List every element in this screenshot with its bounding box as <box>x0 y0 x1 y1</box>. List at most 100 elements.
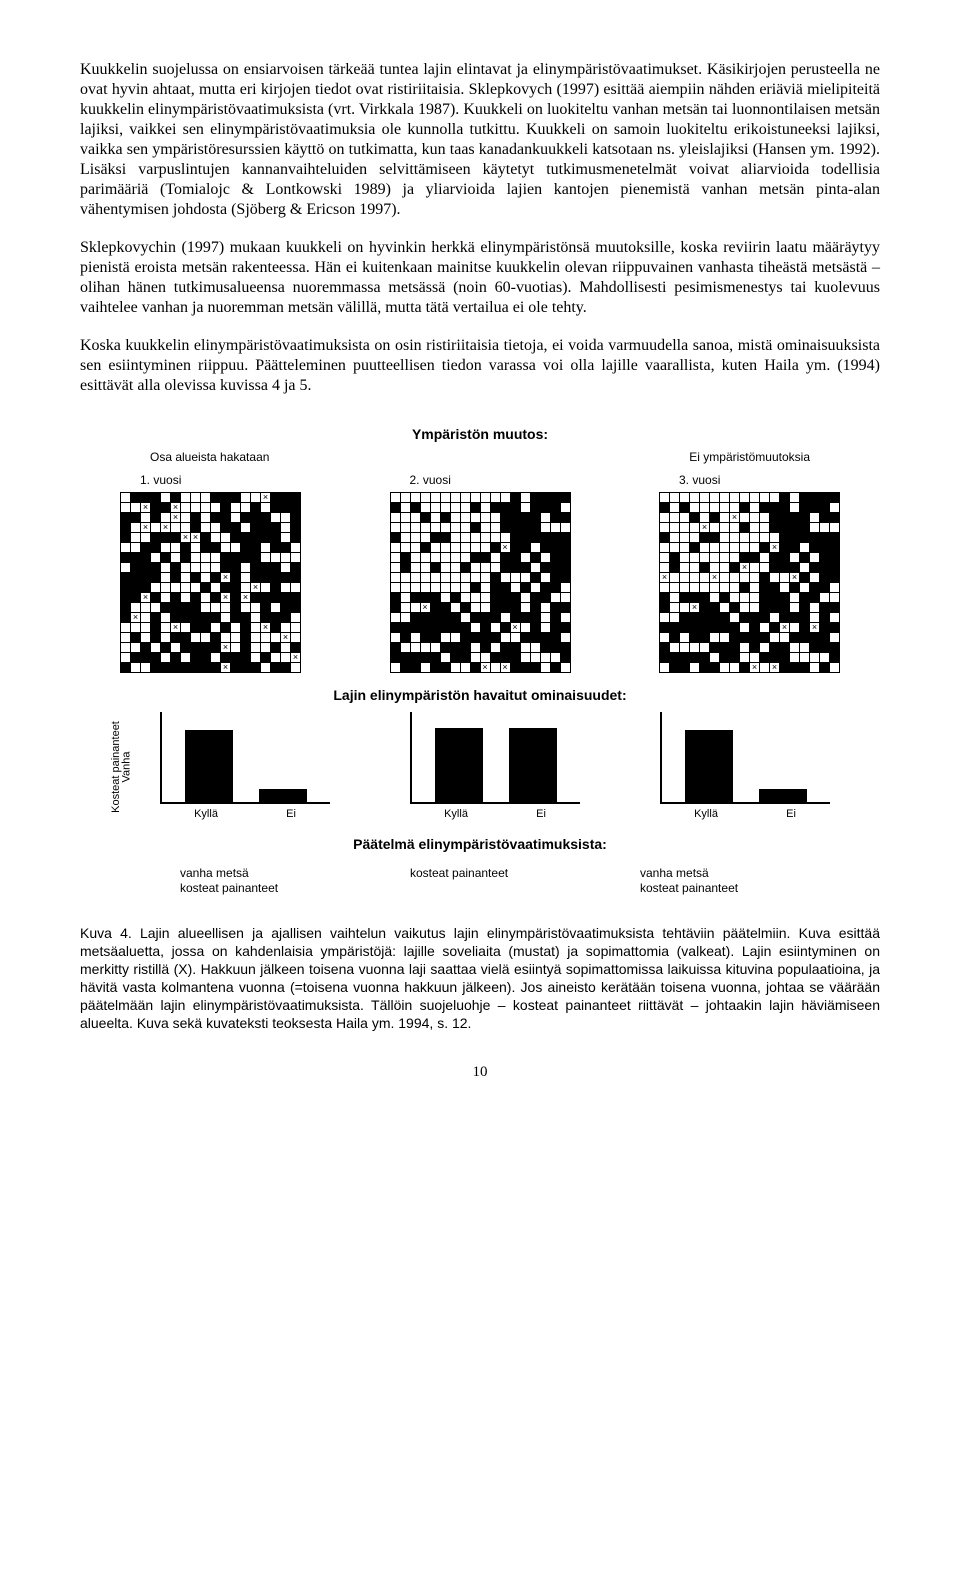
grid-cell <box>500 582 510 592</box>
grid-cell <box>141 602 151 612</box>
grid-cell <box>181 652 191 662</box>
grid-column: 3. vuosi×××××××××××× <box>659 473 840 673</box>
grid-cell <box>251 662 261 672</box>
grid-cell <box>490 622 500 632</box>
grid-cell <box>231 562 241 572</box>
grid-cell <box>540 622 550 632</box>
grid-cell <box>740 612 750 622</box>
conclusions-row: vanha metsäkosteat painanteetkosteat pai… <box>120 862 840 896</box>
grid-cell <box>121 602 131 612</box>
grid-cell <box>550 652 560 662</box>
grid-cell <box>810 592 820 602</box>
grid-cell <box>710 512 720 522</box>
grid-cell <box>560 502 570 512</box>
grid-cell <box>251 522 261 532</box>
x-mark-icon: × <box>251 583 260 592</box>
grid-cell <box>231 662 241 672</box>
grid-cell <box>500 552 510 562</box>
grid-cell <box>520 602 530 612</box>
grid-cell <box>440 612 450 622</box>
grid-cell <box>800 652 810 662</box>
grid-cell <box>271 592 281 602</box>
grid-cell <box>460 542 470 552</box>
grid-cell <box>390 652 400 662</box>
grid-cell <box>410 592 420 602</box>
grid-cell <box>171 662 181 672</box>
grid-cell <box>810 582 820 592</box>
grid-cell <box>410 662 420 672</box>
grid-cell <box>520 572 530 582</box>
grid-cell <box>420 522 430 532</box>
grid-cell <box>171 632 181 642</box>
grid-cell <box>480 572 490 582</box>
x-mark-icon: × <box>660 573 669 582</box>
grid-cell <box>750 492 760 502</box>
grid-cell <box>730 572 740 582</box>
grid-cell <box>700 612 710 622</box>
grid-cell <box>830 562 840 572</box>
grid-cell <box>520 532 530 542</box>
grid-cell <box>750 652 760 662</box>
grid-cell <box>770 582 780 592</box>
grid-cell <box>291 612 301 622</box>
grid-cell <box>720 562 730 572</box>
grid-cell <box>490 522 500 532</box>
grid-cell <box>530 582 540 592</box>
grid-cell <box>201 582 211 592</box>
grid-cell <box>460 502 470 512</box>
x-mark-icon: × <box>710 573 719 582</box>
grid-cell: × <box>191 532 201 542</box>
grid-cell <box>660 592 670 602</box>
grid-cell <box>510 592 520 602</box>
grid-cell <box>191 502 201 512</box>
grid-cell <box>261 642 271 652</box>
grid-cell <box>201 652 211 662</box>
grid-cell <box>540 502 550 512</box>
grid-cell <box>291 562 301 572</box>
grid-cell <box>780 592 790 602</box>
grid-cell <box>820 562 830 572</box>
grid-cell <box>520 642 530 652</box>
grid-cell <box>480 632 490 642</box>
grid-cell <box>460 612 470 622</box>
grid-cell <box>730 542 740 552</box>
grid-cell <box>550 512 560 522</box>
grid-cell <box>251 492 261 502</box>
grid-cell <box>810 542 820 552</box>
grid-cell: × <box>171 502 181 512</box>
grid-cell <box>560 592 570 602</box>
grid-cell <box>410 562 420 572</box>
grid-cell <box>291 632 301 642</box>
grid-cell <box>161 562 171 572</box>
grid-cell <box>520 622 530 632</box>
grid-cell <box>530 572 540 582</box>
grid-cell <box>800 552 810 562</box>
grid-cell <box>261 572 271 582</box>
grid-cell <box>440 662 450 672</box>
grid-cell: × <box>241 592 251 602</box>
grid-cell <box>221 612 231 622</box>
grid-cell <box>710 552 720 562</box>
grid-cell <box>680 592 690 602</box>
grid-cell <box>730 492 740 502</box>
grid-cell <box>780 572 790 582</box>
grid-cell <box>440 492 450 502</box>
x-tick-label: Ei <box>536 808 546 822</box>
grid-cell <box>470 552 480 562</box>
grid-cell: × <box>750 662 760 672</box>
grid-cell <box>810 552 820 562</box>
grid-cell <box>670 522 680 532</box>
grid-cell <box>470 562 480 572</box>
grid-cell <box>700 512 710 522</box>
grid-cell <box>171 542 181 552</box>
grid-cell: × <box>790 572 800 582</box>
grid-cell <box>211 662 221 672</box>
grid-cell <box>460 592 470 602</box>
grid-cell <box>670 512 680 522</box>
grid-cell <box>820 662 830 672</box>
grid-cell: × <box>780 622 790 632</box>
grid-cell <box>710 542 720 552</box>
grid-cell <box>281 612 291 622</box>
grid-cell <box>211 532 221 542</box>
bar-charts-row: Kosteat painanteetVanhaKylläEiKylläEiKyl… <box>120 712 840 822</box>
